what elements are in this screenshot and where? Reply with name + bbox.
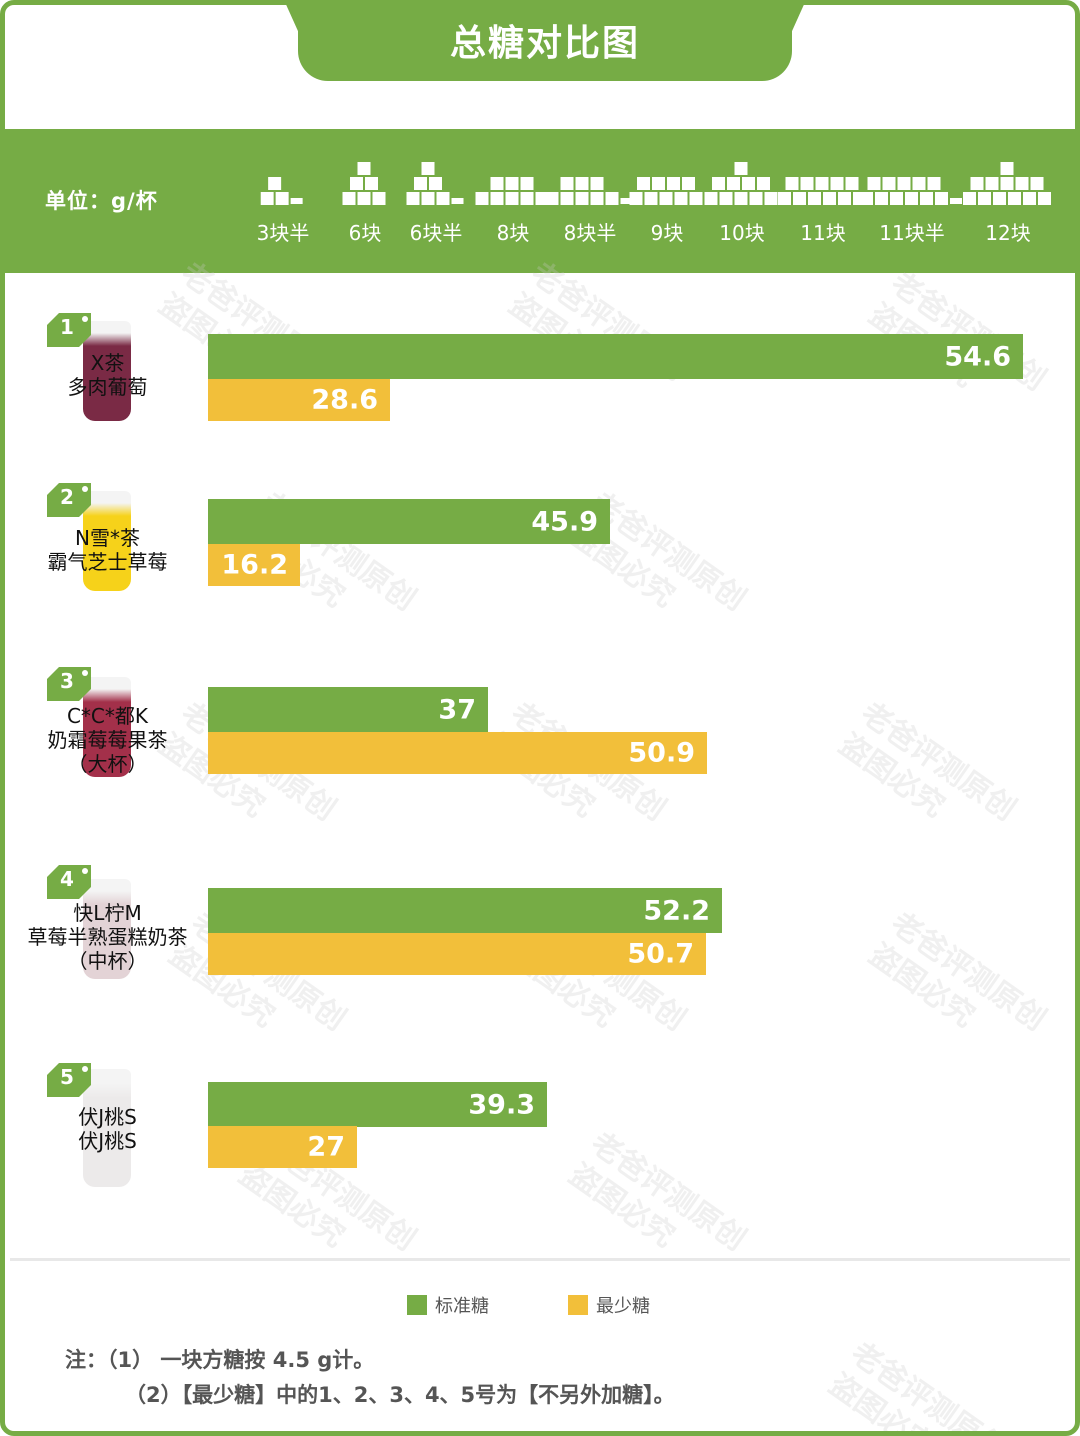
legend-item-least: 最少糖	[568, 1292, 650, 1318]
scale-item: 10块	[704, 147, 780, 246]
unit-label: 单位：g/杯	[45, 189, 158, 213]
rank-tag-icon	[47, 865, 91, 899]
product-label: 4 快L柠M 草莓半熟蛋糕奶茶 （中杯）	[5, 865, 210, 995]
bar-standard-sugar: 37	[208, 687, 488, 732]
bar-standard-sugar: 39.3	[208, 1082, 547, 1127]
cup-image	[83, 879, 131, 979]
divider	[10, 1258, 1070, 1261]
scale-item: 12块	[963, 147, 1053, 246]
scale-item: 11块半	[860, 147, 964, 246]
scale-label: 10块	[719, 221, 765, 245]
scale-label: 3块半	[256, 221, 310, 245]
bar-least-sugar: 28.6	[208, 379, 390, 421]
sugar-cube-icon	[475, 147, 551, 205]
bar-least-sugar: 50.9	[208, 732, 707, 774]
sugar-cube-icon	[778, 147, 868, 205]
note-line-2: （2）【最少糖】中的1、2、3、4、5号为【不另外加糖】。	[125, 1383, 675, 1407]
scale-label: 6块半	[409, 221, 463, 245]
legend-swatch-green	[407, 1295, 427, 1315]
sugar-cube-icon	[342, 147, 388, 205]
scale-item: 3块半	[256, 147, 310, 246]
bar-value: 37	[438, 694, 476, 725]
cup-image	[83, 1069, 131, 1187]
scale-label: 12块	[985, 221, 1031, 245]
rank-number: 2	[60, 485, 74, 509]
bar-standard-sugar: 54.6	[208, 334, 1023, 379]
sugar-cube-icon	[860, 147, 964, 205]
rank-number: 3	[60, 669, 74, 693]
legend: 标准糖 最少糖	[5, 1292, 1075, 1318]
scale-label: 8块半	[563, 221, 617, 245]
scale-label: 8块	[496, 221, 530, 245]
bar-least-sugar: 27	[208, 1126, 357, 1168]
rank-number: 1	[60, 315, 74, 339]
legend-swatch-yellow	[568, 1295, 588, 1315]
rank-number: 5	[60, 1065, 74, 1089]
sugar-cube-icon	[629, 147, 705, 205]
bar-standard-sugar: 45.9	[208, 499, 610, 544]
scale-label: 11块半	[879, 221, 945, 245]
bar-value: 27	[307, 1131, 345, 1163]
rank-number: 4	[60, 867, 74, 891]
rank-tag-icon	[47, 483, 91, 517]
legend-item-standard: 标准糖	[407, 1292, 489, 1318]
cup-image	[83, 491, 131, 591]
sugar-cube-scale: 单位：g/杯 3块半 6块 6块半 8块 8块半 9块 10块 11块 11块半 12块	[5, 129, 1075, 273]
product-name: 伏J桃S 伏J桃S	[78, 1105, 137, 1153]
scale-label: 6块	[348, 221, 382, 245]
bar-standard-sugar: 52.2	[208, 888, 722, 933]
bar-least-sugar: 16.2	[208, 544, 300, 586]
product-name: 快L柠M 草莓半熟蛋糕奶茶 （中杯）	[27, 901, 188, 973]
scale-label: 9块	[650, 221, 684, 245]
scale-item: 8块半	[545, 147, 635, 246]
product-name: X茶 多肉葡萄	[67, 351, 148, 399]
legend-label: 最少糖	[596, 1296, 650, 1317]
scale-item: 8块	[475, 147, 551, 246]
scale-item: 11块	[778, 147, 868, 246]
scale-item: 9块	[629, 147, 705, 246]
bar-value: 50.7	[627, 938, 694, 970]
bar-value: 16.2	[221, 549, 288, 581]
product-label: 1 X茶 多肉葡萄	[5, 313, 210, 443]
chart-title: 总糖对比图	[449, 23, 640, 64]
product-label: 3 C*C*都K 奶霜莓莓果茶 （大杯）	[5, 667, 210, 797]
note-line-1: 注：（1） 一块方糖按 4.5 g计。	[65, 1348, 375, 1372]
bar-value: 54.6	[944, 341, 1011, 372]
product-label: 5 伏J桃S 伏J桃S	[5, 1063, 210, 1193]
bar-value: 28.6	[311, 384, 378, 416]
bar-value: 39.3	[468, 1089, 535, 1120]
legend-label: 标准糖	[435, 1296, 489, 1317]
bar-value: 52.2	[643, 895, 710, 926]
sugar-cube-icon	[963, 147, 1053, 205]
watermark: 老爸评测原创盗图必究	[862, 905, 1052, 1038]
sugar-cube-icon	[260, 147, 305, 205]
bar-least-sugar: 50.7	[208, 933, 706, 975]
title-tab: 总糖对比图	[298, 5, 792, 81]
cup-image	[83, 321, 131, 421]
sugar-cube-icon	[704, 147, 780, 205]
watermark: 老爸评测原创盗图必究	[562, 1125, 752, 1258]
sugar-cube-icon	[406, 147, 466, 205]
scale-item: 6块	[342, 147, 388, 246]
footnotes: 注：（1） 一块方糖按 4.5 g计。 （2）【最少糖】中的1、2、3、4、5号…	[65, 1343, 675, 1413]
product-label: 2 N雪*茶 霸气芝士草莓	[5, 483, 210, 613]
bar-value: 45.9	[531, 506, 598, 537]
watermark: 老爸评测原创盗图必究	[822, 1335, 1012, 1436]
rank-tag-icon	[47, 1063, 91, 1097]
sugar-cube-icon	[545, 147, 635, 205]
product-name: N雪*茶 霸气芝士草莓	[47, 526, 168, 574]
product-name: C*C*都K 奶霜莓莓果茶 （大杯）	[47, 704, 168, 776]
scale-item: 6块半	[406, 147, 466, 246]
rank-tag-icon	[47, 667, 91, 701]
cup-image	[83, 677, 131, 777]
bar-value: 50.9	[628, 737, 695, 769]
rank-tag-icon	[47, 313, 91, 347]
watermark: 老爸评测原创盗图必究	[832, 695, 1022, 828]
scale-label: 11块	[800, 221, 846, 245]
